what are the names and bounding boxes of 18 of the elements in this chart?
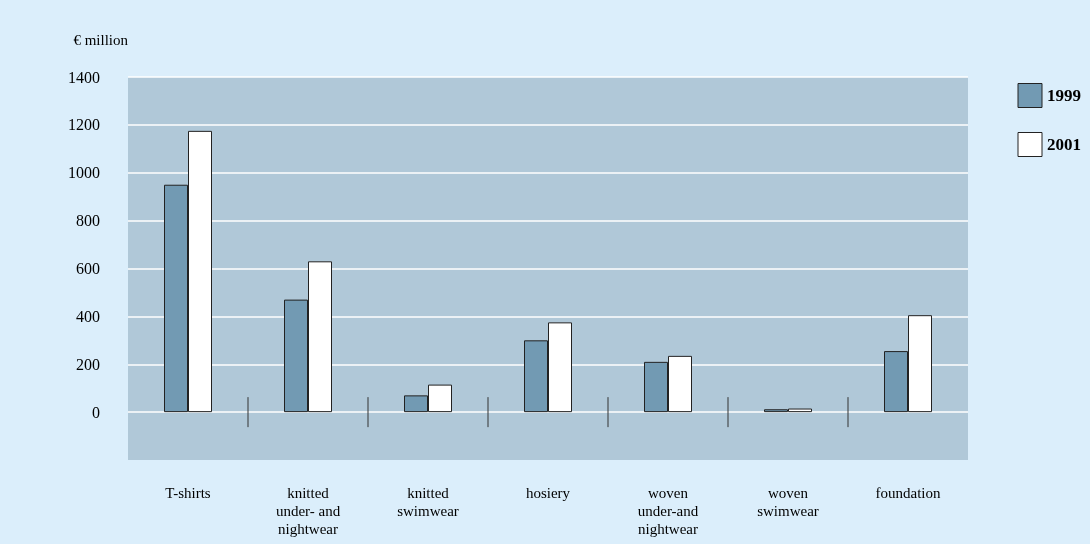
y-axis-title: € million	[73, 31, 129, 48]
x-tick-label: woven swimwear	[757, 485, 819, 519]
x-tick-label: foundation	[875, 485, 941, 501]
x-tick-label: hosiery	[525, 485, 571, 501]
x-tick-label: T-shirts	[165, 485, 211, 501]
y-tick-label: 1400	[68, 68, 100, 86]
y-tick-label: 0	[92, 403, 100, 421]
y-tick-label: 1000	[68, 164, 100, 182]
legend-label: 2001	[1047, 135, 1081, 154]
y-tick-label: 1200	[68, 116, 100, 134]
y-tick-label: 600	[76, 260, 100, 277]
legend-label: 1999	[1047, 86, 1081, 105]
y-tick-label: 400	[76, 307, 100, 325]
y-tick-label: 800	[76, 212, 100, 230]
y-tick-label: 200	[76, 355, 100, 373]
x-tick-label: woven under-and nightwear	[637, 485, 699, 537]
x-tick-label: knitted under- and nightwear	[275, 485, 341, 537]
x-tick-label: knitted swimwear	[397, 485, 459, 519]
